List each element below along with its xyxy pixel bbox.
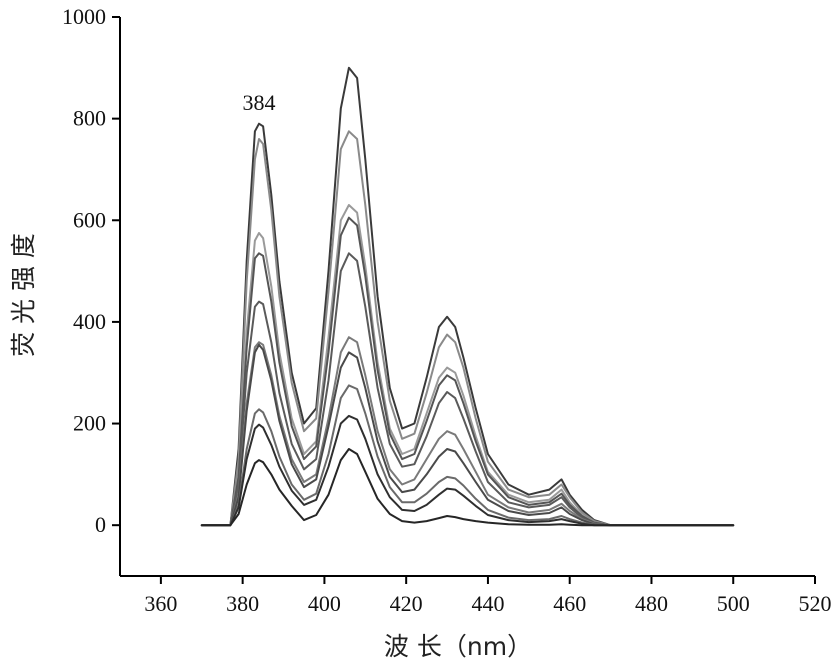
- annotation-layer: 384: [243, 90, 276, 115]
- peak-annotation: 384: [243, 90, 276, 115]
- x-axis-title: 波 长（nm）: [384, 632, 532, 661]
- y-tick-label: 400: [73, 309, 106, 334]
- x-tick-label: 400: [308, 591, 341, 616]
- y-tick-label: 200: [73, 411, 106, 436]
- y-axis-title: 荧 光 强 度: [9, 233, 38, 357]
- x-tick-label: 360: [144, 591, 177, 616]
- x-tick-label: 440: [471, 591, 504, 616]
- x-tick-label: 500: [717, 591, 750, 616]
- y-tick-label: 800: [73, 106, 106, 131]
- x-tick-label: 420: [390, 591, 423, 616]
- x-tick-label: 480: [635, 591, 668, 616]
- y-tick-label: 1000: [62, 4, 106, 29]
- x-tick-label: 460: [553, 591, 586, 616]
- x-tick-label: 520: [799, 591, 832, 616]
- y-tick-label: 600: [73, 207, 106, 232]
- y-tick-label: 0: [95, 512, 106, 537]
- x-tick-label: 380: [226, 591, 259, 616]
